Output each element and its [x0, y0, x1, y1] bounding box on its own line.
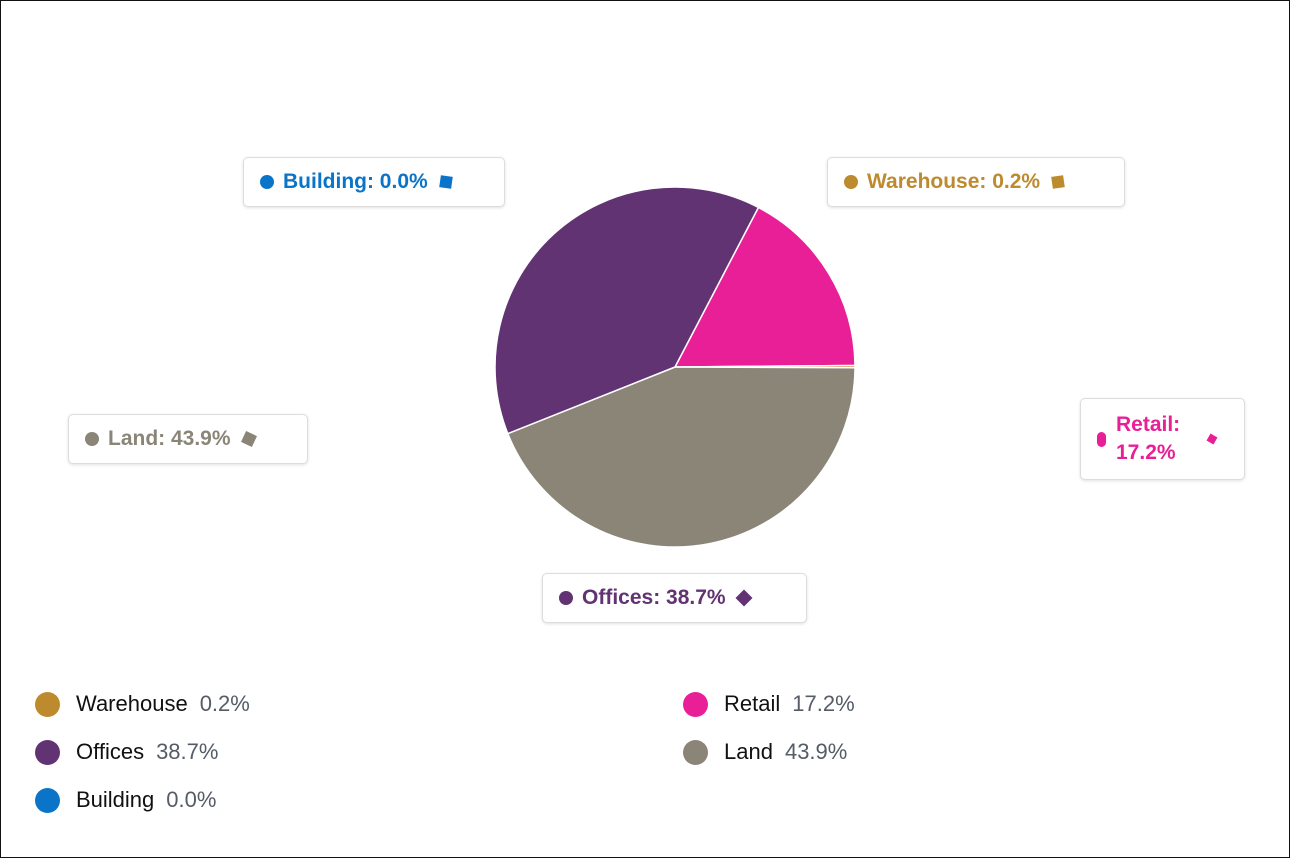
- legend-value: 38.7%: [156, 739, 219, 764]
- land-marker-icon: [240, 431, 257, 447]
- legend-name: Building: [76, 787, 155, 812]
- legend-item-warehouse[interactable]: Warehouse 0.2%: [35, 691, 250, 717]
- legend-dot-icon: [683, 691, 708, 717]
- callout-land-text: Land: 43.9%: [108, 427, 231, 450]
- offices-dot-icon: [559, 591, 573, 605]
- legend-item-land[interactable]: Land 43.9%: [683, 739, 847, 765]
- callout-building-text: Building: 0.0%: [283, 170, 428, 193]
- offices-marker-icon: [735, 589, 753, 607]
- legend-value: 43.9%: [784, 739, 848, 764]
- retail-dot-icon: [1097, 431, 1106, 447]
- legend-name: Offices: [76, 739, 145, 764]
- legend-dot-icon: [683, 739, 708, 765]
- callout-offices-text: Offices: 38.7%: [582, 586, 726, 609]
- callout-retail-name: Retail:: [1116, 413, 1181, 436]
- legend-name: Retail: [724, 691, 781, 716]
- callout-warehouse: Warehouse: 0.2%: [827, 157, 1125, 207]
- legend-value: 0.0%: [166, 787, 217, 812]
- callout-retail: Retail: 17.2%: [1080, 398, 1245, 480]
- retail-marker-icon: [1206, 433, 1218, 445]
- land-dot-icon: [85, 432, 99, 446]
- callout-warehouse-text: Warehouse: 0.2%: [867, 170, 1041, 193]
- callout-land: Land: 43.9%: [68, 414, 308, 464]
- callout-building: Building: 0.0%: [243, 157, 505, 207]
- legend-name: Land: [724, 739, 773, 764]
- callout-offices: Offices: 38.7%: [542, 573, 807, 623]
- warehouse-dot-icon: [844, 175, 858, 189]
- legend-name: Warehouse: [76, 691, 188, 716]
- warehouse-marker-icon: [1051, 175, 1065, 189]
- building-marker-icon: [438, 175, 453, 189]
- legend-dot-icon: [35, 691, 60, 717]
- legend-item-retail[interactable]: Retail 17.2%: [683, 691, 855, 717]
- callout-retail-value: 17.2%: [1116, 441, 1176, 464]
- legend-dot-icon: [35, 739, 60, 765]
- pie-slice-retail[interactable]: [673, 206, 856, 368]
- legend-value: 0.2%: [199, 691, 250, 716]
- building-dot-icon: [260, 175, 274, 189]
- legend-item-offices[interactable]: Offices 38.7%: [35, 739, 218, 765]
- pie-slice-land[interactable]: [506, 366, 856, 548]
- legend-item-building[interactable]: Building 0.0%: [35, 787, 216, 813]
- legend-value: 17.2%: [792, 691, 855, 716]
- pie-slice-offices[interactable]: [494, 186, 760, 435]
- legend-dot-icon: [35, 787, 60, 813]
